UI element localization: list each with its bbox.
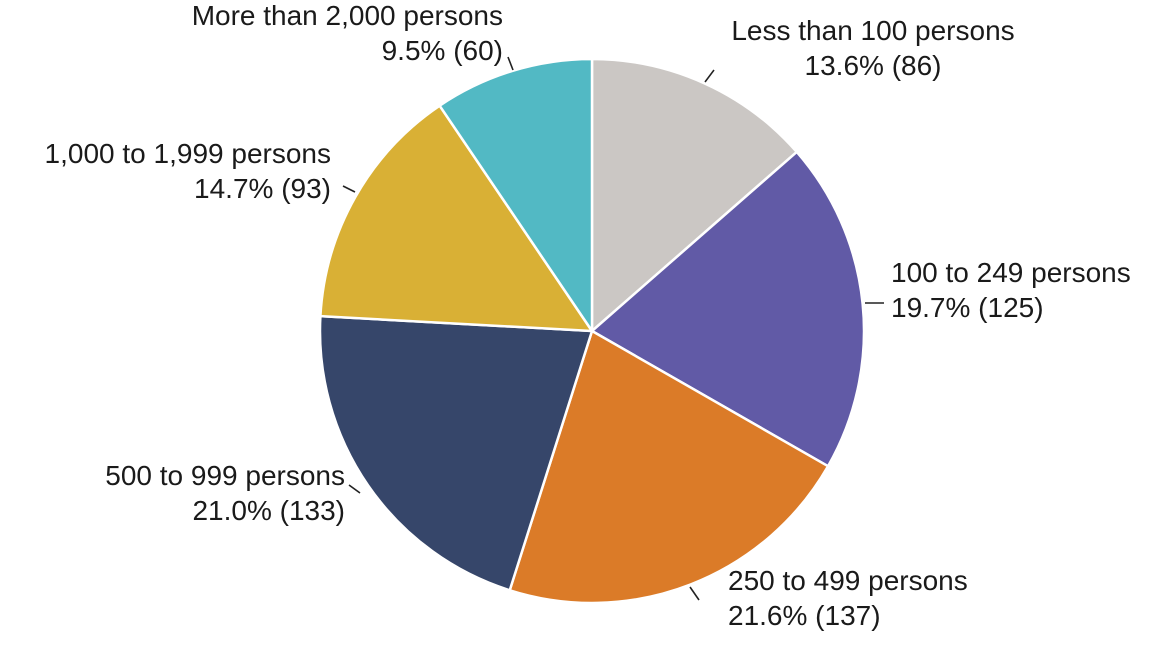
pie-slice-250-to-499-persons: [508, 329, 830, 605]
slice-value-label: 13.6% (86): [805, 50, 942, 81]
slice-category-label: 500 to 999 persons: [105, 460, 345, 491]
leader-line-less-than-100-persons: [704, 69, 715, 83]
slice-label-250-to-499-persons: 250 to 499 persons 21.6% (137): [728, 565, 968, 631]
slice-label-500-to-999-persons: 500 to 999 persons 21.0% (133): [105, 460, 345, 526]
leader-line-1-000-to-1-999-persons: [342, 185, 356, 193]
slice-category-label: 250 to 499 persons: [728, 565, 968, 596]
slice-category-label: 1,000 to 1,999 persons: [45, 138, 331, 169]
pie-slice-more-than-2-000-persons: [438, 57, 594, 333]
slice-category-label: More than 2,000 persons: [192, 0, 503, 31]
leader-line-more-than-2-000-persons: [507, 56, 514, 71]
slice-value-label: 14.7% (93): [194, 173, 331, 204]
slice-label-more-than-2-000-persons: More than 2,000 persons 9.5% (60): [192, 0, 503, 66]
pie-slice-500-to-999-persons: [318, 314, 594, 592]
slice-value-label: 21.6% (137): [728, 600, 881, 631]
slice-value-label: 19.7% (125): [891, 292, 1044, 323]
slice-label-100-to-249-persons: 100 to 249 persons 19.7% (125): [891, 257, 1131, 323]
slice-category-label: Less than 100 persons: [731, 15, 1014, 46]
slice-value-label: 21.0% (133): [192, 495, 345, 526]
slice-value-label: 9.5% (60): [382, 35, 503, 66]
leader-line-250-to-499-persons: [689, 586, 700, 601]
leader-line-500-to-999-persons: [348, 484, 361, 494]
slice-category-label: 100 to 249 persons: [891, 257, 1131, 288]
slice-label-less-than-100-persons: Less than 100 persons 13.6% (86): [731, 15, 1014, 81]
slice-label-1-000-to-1-999-persons: 1,000 to 1,999 persons 14.7% (93): [45, 138, 331, 204]
pie-slice-100-to-249-persons: [590, 150, 866, 468]
slice-labels: Less than 100 persons 13.6% (86) 100 to 24…: [45, 0, 1131, 631]
leader-lines: [342, 56, 884, 601]
pie-slice-1-000-to-1-999-persons: [319, 104, 594, 333]
pie-slice-less-than-100-persons: [590, 57, 799, 333]
pie-slices: [318, 57, 866, 605]
